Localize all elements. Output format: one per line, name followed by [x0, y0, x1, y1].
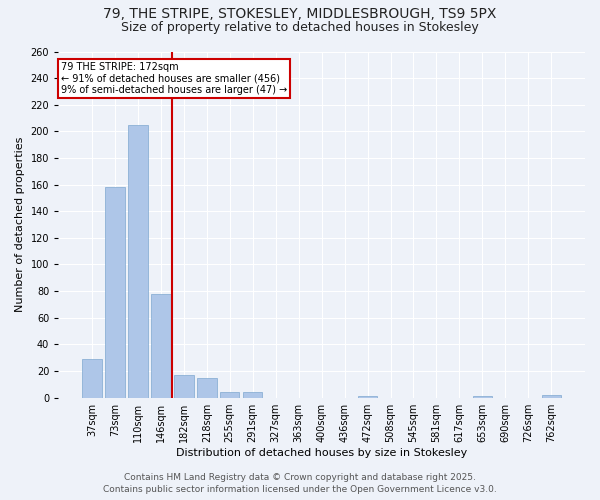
Text: Size of property relative to detached houses in Stokesley: Size of property relative to detached ho… [121, 21, 479, 34]
Bar [197, 378, 217, 398]
Bar [128, 124, 148, 398]
Bar [358, 396, 377, 398]
Bar [174, 375, 194, 398]
Text: 79, THE STRIPE, STOKESLEY, MIDDLESBROUGH, TS9 5PX: 79, THE STRIPE, STOKESLEY, MIDDLESBROUGH… [103, 8, 497, 22]
Text: 79 THE STRIPE: 172sqm
← 91% of detached houses are smaller (456)
9% of semi-deta: 79 THE STRIPE: 172sqm ← 91% of detached … [61, 62, 287, 95]
Bar [542, 395, 561, 398]
Y-axis label: Number of detached properties: Number of detached properties [15, 137, 25, 312]
Bar [243, 392, 262, 398]
Bar [105, 188, 125, 398]
Bar [151, 294, 170, 398]
X-axis label: Distribution of detached houses by size in Stokesley: Distribution of detached houses by size … [176, 448, 467, 458]
Text: Contains HM Land Registry data © Crown copyright and database right 2025.
Contai: Contains HM Land Registry data © Crown c… [103, 472, 497, 494]
Bar [220, 392, 239, 398]
Bar [473, 396, 492, 398]
Bar [82, 359, 101, 398]
